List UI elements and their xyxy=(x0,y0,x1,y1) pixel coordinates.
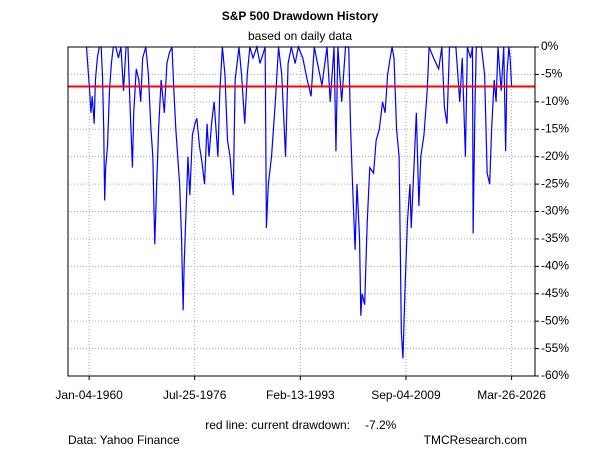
y-tick-label: -15% xyxy=(541,121,569,135)
y-tick-label: -45% xyxy=(541,286,569,300)
chart-title: S&P 500 Drawdown History xyxy=(222,9,379,23)
y-tick-label: -60% xyxy=(541,368,569,382)
y-tick-label: 0% xyxy=(541,39,559,53)
chart-subtitle: based on daily data xyxy=(248,29,352,43)
y-tick-label: -5% xyxy=(541,67,563,81)
annotation: red line: current drawdown: xyxy=(205,418,350,432)
annotation-value: -7.2% xyxy=(365,418,397,432)
credit: TMCResearch.com xyxy=(424,433,527,447)
y-tick-label: -40% xyxy=(541,259,569,273)
drawdown-line xyxy=(85,44,513,359)
y-tick-label: -50% xyxy=(541,313,569,327)
x-tick-label: Jan-04-1960 xyxy=(55,388,123,402)
y-tick-label: -20% xyxy=(541,149,569,163)
x-tick-label: Sep-04-2009 xyxy=(371,388,441,402)
source: Data: Yahoo Finance xyxy=(68,433,180,447)
y-tick-label: -30% xyxy=(541,204,569,218)
y-tick-label: -25% xyxy=(541,176,569,190)
x-tick-label: Jul-25-1976 xyxy=(163,388,227,402)
x-tick-label: Feb-13-1993 xyxy=(266,388,335,402)
y-tick-label: -35% xyxy=(541,231,569,245)
y-tick-label: -55% xyxy=(541,341,569,355)
x-tick-label: Mar-26-2026 xyxy=(477,388,546,402)
y-tick-label: -10% xyxy=(541,94,569,108)
plot-frame xyxy=(67,46,536,377)
